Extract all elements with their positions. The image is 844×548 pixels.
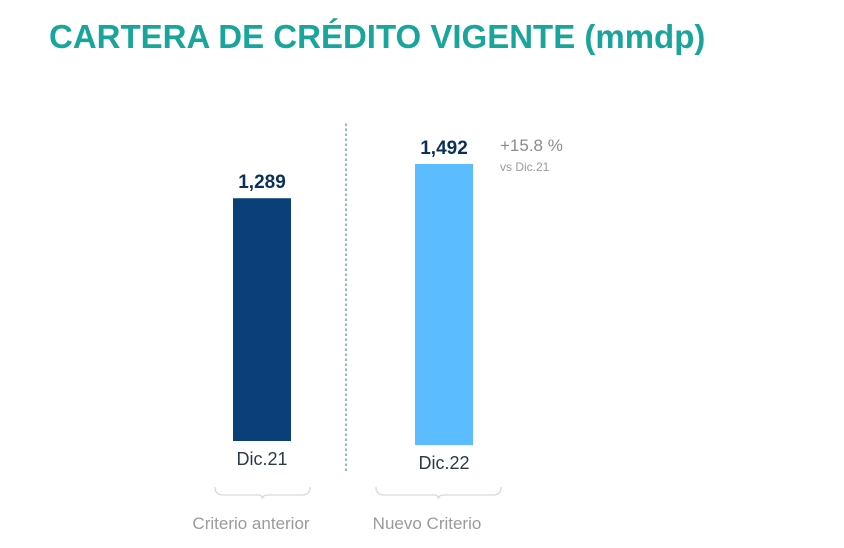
growth-annotation-note: vs Dic.21 [500,160,550,174]
group-brace [214,486,311,500]
group-brace [375,486,502,500]
group-label: Nuevo Criterio [373,514,482,533]
bar-dic22 [415,164,473,445]
group-label: Criterio anterior [192,514,309,533]
bar-value-label: 1,492 [420,138,468,159]
bar-dic21 [233,198,291,441]
category-label: Dic.22 [418,453,469,473]
bar-value-label: 1,289 [238,172,286,193]
growth-annotation: +15.8 % [500,136,563,155]
page-title: CARTERA DE CRÉDITO VIGENTE (mmdp) [49,18,706,55]
category-label: Dic.21 [236,449,287,469]
